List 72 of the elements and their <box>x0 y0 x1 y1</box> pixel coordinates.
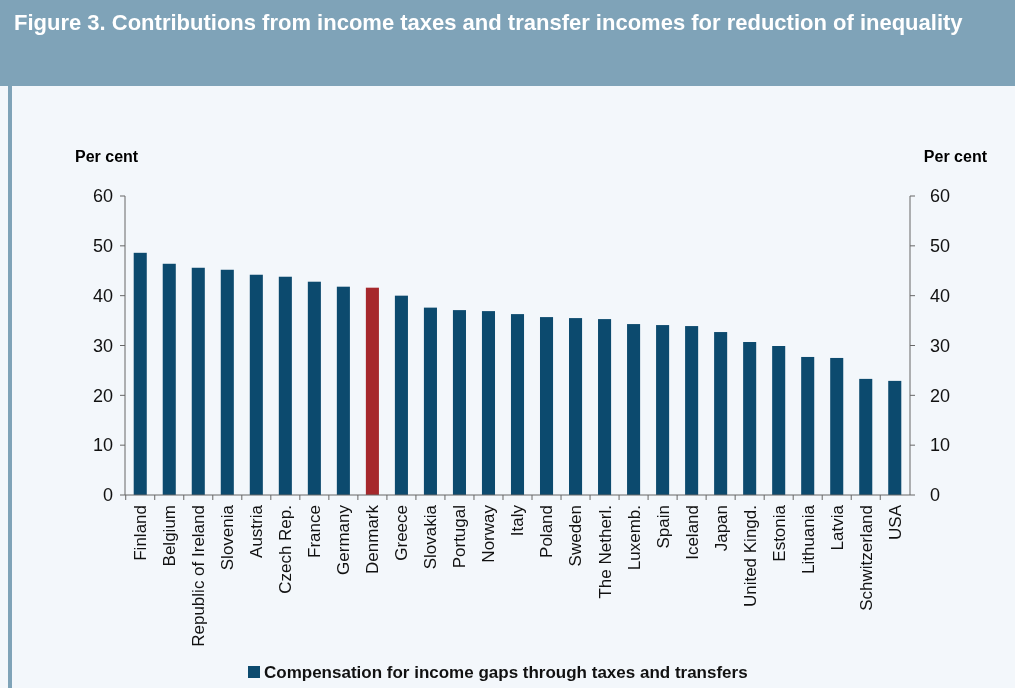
x-tick-label: Slovakia <box>421 504 441 570</box>
y2-tick-label: 0 <box>930 485 941 506</box>
x-tick-label: Lithuania <box>798 504 818 575</box>
y2-tick-label: 30 <box>930 335 951 356</box>
x-tick-label: Schwitzerland <box>856 505 876 611</box>
x-tick-label: Estonia <box>769 504 789 562</box>
x-tick-label: Iceland <box>682 505 702 560</box>
x-tick-label: Latvia <box>827 504 847 551</box>
y-tick-label: 30 <box>92 335 113 356</box>
bar <box>627 324 641 495</box>
bar <box>859 378 873 495</box>
x-tick-label: Czech Rep. <box>276 505 296 594</box>
bar <box>423 307 437 495</box>
x-tick-label: Luxemb. <box>624 505 644 571</box>
bar <box>743 342 757 495</box>
bar <box>685 326 699 495</box>
bar <box>278 276 292 495</box>
x-tick-label: France <box>305 505 325 558</box>
x-tick-label: The Netherl. <box>595 505 615 599</box>
bar <box>510 314 525 495</box>
x-tick-label: Spain <box>653 505 673 549</box>
y2-tick-label: 10 <box>930 435 951 456</box>
x-tick-label: Italy <box>508 504 528 537</box>
bar <box>481 311 496 495</box>
bar <box>598 319 612 495</box>
x-tick-label: Slovenia <box>218 504 238 571</box>
y-tick-label: 0 <box>102 485 113 506</box>
bar <box>133 252 147 495</box>
bar <box>365 287 379 495</box>
legend-label: Compensation for income gaps through taxes and transfers <box>264 662 748 682</box>
bar <box>162 263 176 495</box>
x-tick-label: Greece <box>392 505 412 561</box>
x-tick-label: Austria <box>247 504 267 558</box>
y2-axis-title: Per cent <box>923 148 988 165</box>
bar <box>307 281 321 495</box>
chart-title: Figure 3. Contributions from income taxes and transfer incomes for reduction of inequality <box>14 9 964 37</box>
y-tick-label: 20 <box>92 385 113 406</box>
bar <box>452 310 466 495</box>
bar <box>336 286 350 495</box>
bar <box>772 346 786 495</box>
x-tick-label: Japan <box>711 505 731 552</box>
y-axis-title: Per cent <box>75 148 139 165</box>
y-tick-label: 40 <box>92 285 113 306</box>
bar <box>714 332 728 495</box>
bar <box>220 269 234 495</box>
y-tick-label: 10 <box>92 435 113 456</box>
y-tick-label: 60 <box>92 186 113 207</box>
bar <box>830 357 844 495</box>
y2-tick-label: 40 <box>930 285 951 306</box>
y2-tick-label: 60 <box>930 186 951 207</box>
y-tick-label: 50 <box>92 236 113 257</box>
y2-tick-label: 20 <box>930 385 951 406</box>
x-tick-label: Sweden <box>566 505 586 567</box>
bar <box>249 274 263 495</box>
x-tick-label: Germany <box>334 504 354 575</box>
bar <box>539 317 554 495</box>
bar <box>888 380 902 495</box>
x-tick-label: Finland <box>131 505 151 561</box>
x-tick-label: Belgium <box>160 505 180 567</box>
x-tick-label: Denmark <box>363 504 383 574</box>
x-tick-label: Poland <box>537 505 557 558</box>
bar <box>394 295 408 495</box>
bar <box>569 318 583 495</box>
bar <box>801 356 815 495</box>
x-tick-label: United Kingd. <box>740 505 760 608</box>
x-tick-label: Norway <box>479 504 499 563</box>
bar <box>191 267 205 495</box>
x-tick-label: Portugal <box>450 505 470 569</box>
y2-tick-label: 50 <box>930 236 951 257</box>
x-tick-label: USA <box>885 504 905 540</box>
bar <box>656 325 670 495</box>
x-tick-label: Republic of Ireland <box>189 505 209 647</box>
